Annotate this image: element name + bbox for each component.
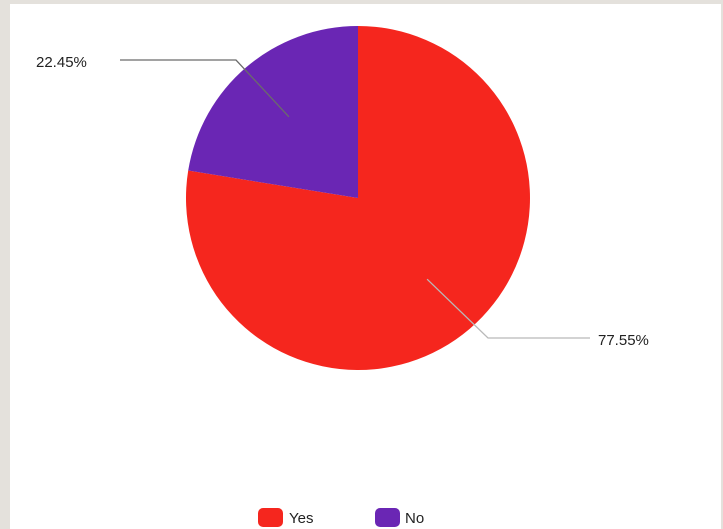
- data-label-no: 22.45%: [36, 54, 87, 71]
- pie-slice-yes: [185, 26, 530, 371]
- pie-slice-no: [188, 26, 358, 198]
- legend-label-no: No: [405, 510, 424, 527]
- legend: Yes No: [258, 508, 424, 527]
- legend-swatch-yes: [258, 508, 283, 527]
- leader-lines: [120, 59, 590, 339]
- legend-swatch-no: [375, 508, 400, 527]
- legend-label-yes: Yes: [289, 510, 313, 527]
- data-label-yes: 77.55%: [598, 332, 649, 349]
- leader-line-no: [120, 59, 290, 118]
- data-labels: 22.45% 77.55%: [36, 54, 649, 349]
- pie-slices: [185, 26, 530, 371]
- leader-line-yes: [426, 278, 590, 339]
